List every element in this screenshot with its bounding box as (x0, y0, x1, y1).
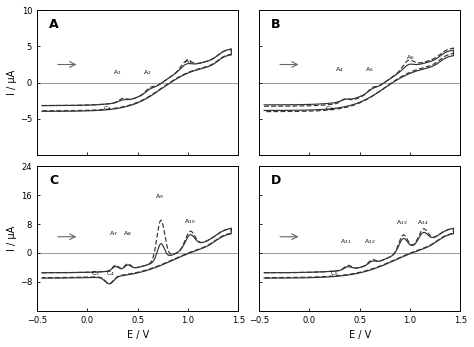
Y-axis label: I / μA: I / μA (7, 70, 17, 95)
Text: A$_9$: A$_9$ (155, 192, 164, 201)
Text: A$_{10}$: A$_{10}$ (184, 217, 196, 226)
Text: A$_1$: A$_1$ (113, 68, 122, 77)
Text: A$_2$: A$_2$ (143, 68, 152, 77)
Text: A$_{11}$: A$_{11}$ (340, 237, 351, 246)
Text: C: C (49, 174, 58, 187)
X-axis label: E / V: E / V (127, 330, 149, 340)
Text: C$_5$: C$_5$ (330, 269, 339, 278)
Text: A: A (49, 18, 59, 31)
Text: A$_{14}$: A$_{14}$ (418, 218, 429, 227)
X-axis label: E / V: E / V (349, 330, 371, 340)
Text: A$_7$: A$_7$ (109, 229, 118, 238)
Text: A$_4$: A$_4$ (335, 65, 344, 74)
Text: A$_6$: A$_6$ (406, 53, 415, 62)
Text: C$_1$: C$_1$ (103, 104, 112, 113)
Text: C$_2$: C$_2$ (325, 104, 334, 113)
Text: A$_3$: A$_3$ (183, 57, 192, 66)
Text: A$_{12}$: A$_{12}$ (364, 237, 375, 246)
Text: C$_3$: C$_3$ (91, 269, 100, 278)
Text: A$_{13}$: A$_{13}$ (396, 218, 408, 227)
Text: C$_4$: C$_4$ (106, 269, 115, 278)
Text: B: B (271, 18, 281, 31)
Text: D: D (271, 174, 282, 187)
Y-axis label: I / μA: I / μA (7, 226, 17, 251)
Text: A$_8$: A$_8$ (123, 229, 132, 238)
Text: A$_5$: A$_5$ (365, 65, 374, 74)
